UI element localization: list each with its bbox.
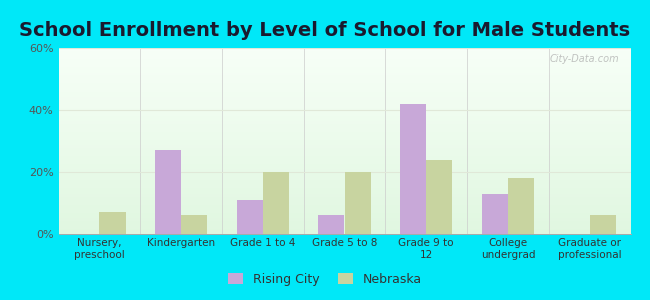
Bar xyxy=(181,215,207,234)
Bar xyxy=(482,194,508,234)
Bar xyxy=(318,215,344,234)
Bar xyxy=(508,178,534,234)
Legend: Rising City, Nebraska: Rising City, Nebraska xyxy=(223,268,427,291)
Bar xyxy=(590,215,616,234)
Bar xyxy=(263,172,289,234)
Bar xyxy=(400,104,426,234)
Text: City-Data.com: City-Data.com xyxy=(549,54,619,64)
Bar xyxy=(237,200,263,234)
Bar xyxy=(155,150,181,234)
Bar xyxy=(99,212,125,234)
Bar xyxy=(344,172,370,234)
Text: School Enrollment by Level of School for Male Students: School Enrollment by Level of School for… xyxy=(20,21,630,40)
Bar xyxy=(426,160,452,234)
